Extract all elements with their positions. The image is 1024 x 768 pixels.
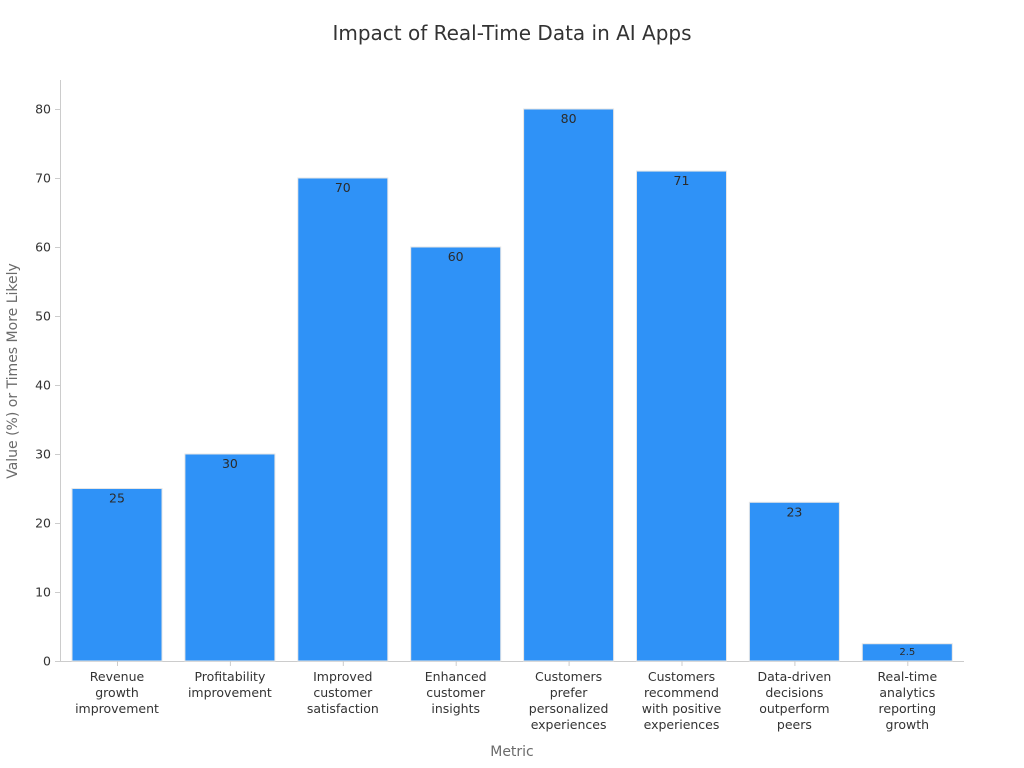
x-category-label-line: satisfaction — [307, 701, 379, 716]
x-category-label-line: Customers — [648, 669, 715, 684]
x-category-label-line: Customers — [535, 669, 602, 684]
bar — [71, 488, 163, 662]
bar — [748, 501, 840, 662]
bar — [410, 246, 502, 662]
x-category-label-line: Real-time — [877, 669, 937, 684]
x-category-label: Real-time analytics reporting growth — [877, 669, 937, 732]
bar-value-label: 80 — [561, 111, 577, 126]
y-tick-label: 80 — [35, 102, 51, 117]
bar-value-label: 23 — [786, 504, 802, 519]
x-category-label-line: Improved — [313, 669, 372, 684]
bar-value-label: 70 — [335, 180, 351, 195]
x-category-label-line: reporting — [879, 701, 937, 716]
x-category-label-line: insights — [431, 701, 480, 716]
bar — [636, 170, 727, 662]
x-category-label-line: personalized — [529, 701, 609, 716]
x-category-label-line: improvement — [188, 685, 272, 700]
y-tick-label: 50 — [35, 309, 51, 324]
x-category-label-line: recommend — [644, 685, 719, 700]
x-category-label-line: analytics — [879, 685, 935, 700]
bar-value-label: 2.5 — [899, 647, 915, 658]
x-category-label-line: improvement — [75, 701, 159, 716]
chart-title: Impact of Real-Time Data in AI Apps — [332, 21, 691, 45]
bar — [523, 108, 615, 662]
x-category-label: Customers recommend with positive experienc… — [642, 669, 722, 732]
x-category-label-line: Profitability — [194, 669, 266, 684]
x-category-label: Enhanced customer insights — [425, 669, 487, 716]
x-category-label-line: outperform — [759, 701, 829, 716]
y-tick-label: 70 — [35, 171, 51, 186]
x-category-label-line: experiences — [531, 717, 607, 732]
bar — [184, 453, 276, 662]
y-tick-label: 60 — [35, 240, 51, 255]
x-category-label-line: Data-driven — [757, 669, 831, 684]
x-category-label-line: growth — [886, 717, 930, 732]
y-axis-label: Value (%) or Times More Likely — [5, 263, 21, 479]
x-category-label-line: customer — [426, 685, 486, 700]
x-category-label: Data-driven decisions outperform peers — [757, 669, 831, 732]
x-axis-label: Metric — [490, 744, 534, 760]
x-category-label-line: Revenue — [90, 669, 145, 684]
bar — [297, 177, 389, 662]
data-labels-group: 25 30 70 60 80 71 23 2.5 — [109, 111, 915, 658]
bar-value-label: 25 — [109, 491, 125, 506]
x-category-label: Customers prefer personalized experiences — [529, 669, 609, 732]
bars-group — [71, 108, 953, 662]
x-category-label: Improved customer satisfaction — [307, 669, 379, 716]
y-tick-label: 40 — [35, 378, 51, 393]
y-tick-label: 30 — [35, 447, 51, 462]
x-category-label-line: peers — [777, 717, 812, 732]
x-category-label: Revenue growth improvement — [75, 669, 159, 716]
y-tick-label: 20 — [35, 516, 51, 531]
x-category-label-line: growth — [95, 685, 139, 700]
x-category-label: Profitability improvement — [188, 669, 272, 700]
x-category-label-line: Enhanced — [425, 669, 487, 684]
bar-value-label: 71 — [674, 173, 690, 188]
y-tick-label: 10 — [35, 585, 51, 600]
y-axis-ticks: 0 10 20 30 40 50 60 70 80 — [35, 102, 60, 669]
x-category-label-line: decisions — [765, 685, 823, 700]
x-category-label-line: with positive — [642, 701, 722, 716]
x-category-label-line: customer — [313, 685, 373, 700]
x-category-label-line: experiences — [644, 717, 720, 732]
bar-value-label: 30 — [222, 456, 238, 471]
y-tick-label: 0 — [43, 654, 51, 669]
bar-value-label: 60 — [448, 249, 464, 264]
x-category-label-line: prefer — [550, 685, 589, 700]
